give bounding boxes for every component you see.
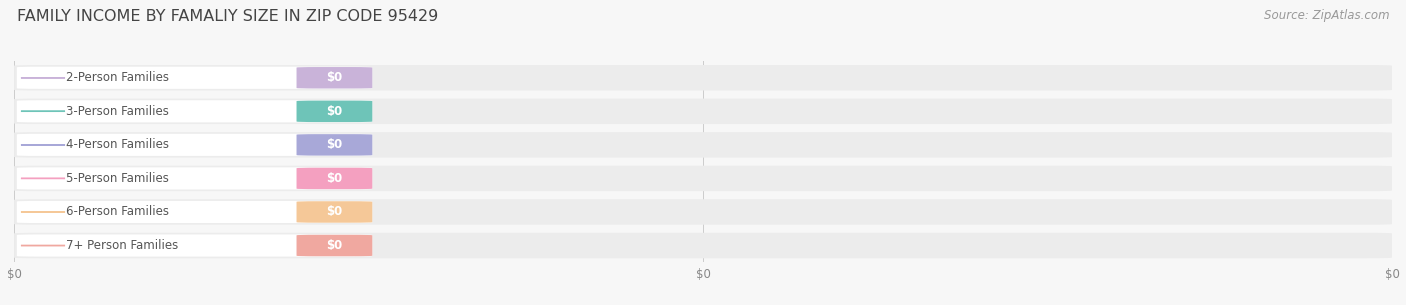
Text: 4-Person Families: 4-Person Families [66, 138, 169, 151]
FancyBboxPatch shape [297, 134, 373, 156]
FancyBboxPatch shape [17, 100, 373, 122]
FancyBboxPatch shape [297, 201, 373, 223]
Text: $0: $0 [326, 105, 343, 118]
FancyBboxPatch shape [14, 132, 1392, 158]
Text: 7+ Person Families: 7+ Person Families [66, 239, 179, 252]
Text: $0: $0 [326, 239, 343, 252]
Text: 3-Person Families: 3-Person Families [66, 105, 169, 118]
FancyBboxPatch shape [17, 167, 373, 189]
FancyBboxPatch shape [17, 201, 373, 223]
FancyBboxPatch shape [17, 235, 373, 257]
FancyBboxPatch shape [14, 99, 1392, 124]
FancyBboxPatch shape [297, 168, 373, 189]
FancyBboxPatch shape [14, 65, 1392, 91]
Text: 6-Person Families: 6-Person Families [66, 206, 169, 218]
Text: $0: $0 [326, 138, 343, 151]
Text: Source: ZipAtlas.com: Source: ZipAtlas.com [1264, 9, 1389, 22]
Text: $0: $0 [326, 71, 343, 84]
Text: $0: $0 [326, 172, 343, 185]
FancyBboxPatch shape [297, 67, 373, 88]
FancyBboxPatch shape [17, 134, 373, 156]
FancyBboxPatch shape [14, 233, 1392, 258]
Text: $0: $0 [326, 206, 343, 218]
Text: FAMILY INCOME BY FAMALIY SIZE IN ZIP CODE 95429: FAMILY INCOME BY FAMALIY SIZE IN ZIP COD… [17, 9, 439, 24]
FancyBboxPatch shape [17, 67, 373, 89]
FancyBboxPatch shape [14, 166, 1392, 191]
Text: 5-Person Families: 5-Person Families [66, 172, 169, 185]
FancyBboxPatch shape [14, 199, 1392, 225]
FancyBboxPatch shape [297, 101, 373, 122]
Text: 2-Person Families: 2-Person Families [66, 71, 169, 84]
FancyBboxPatch shape [297, 235, 373, 256]
